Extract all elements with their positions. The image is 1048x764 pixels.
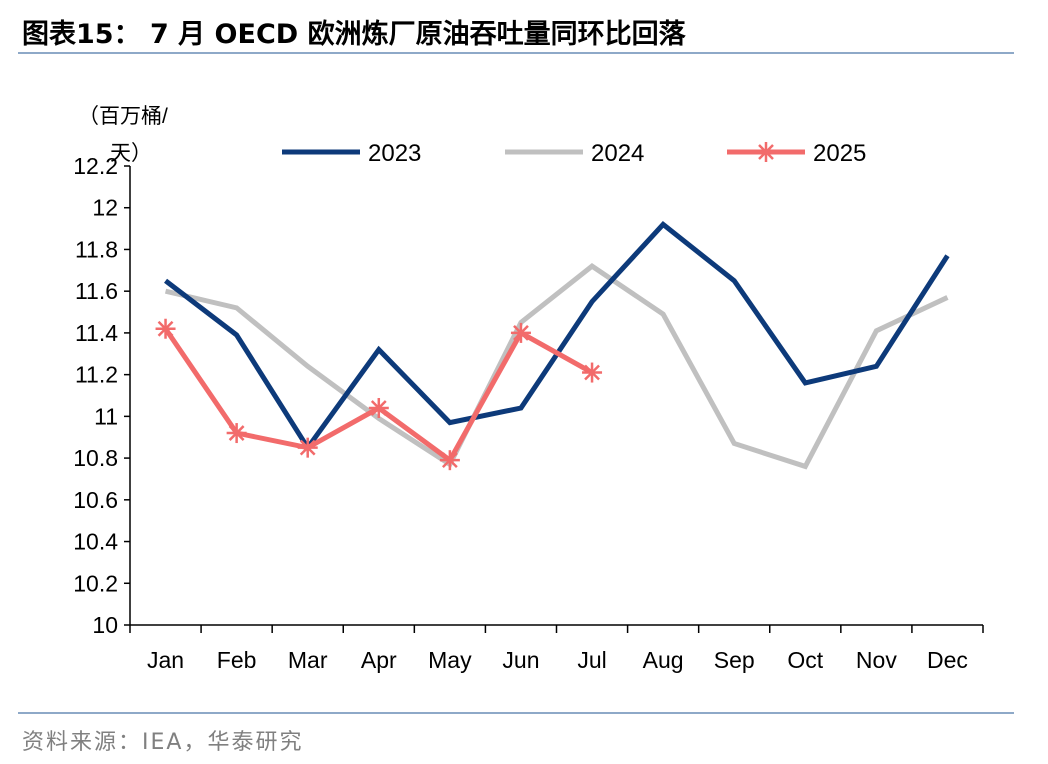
asterisk-stroke bbox=[758, 144, 774, 160]
asterisk-stroke bbox=[370, 400, 387, 416]
x-tick-label: Sep bbox=[714, 647, 755, 673]
x-tick-label: Jul bbox=[577, 647, 606, 673]
asterisk-stroke bbox=[157, 320, 174, 337]
y-tick-label: 12.2 bbox=[73, 153, 118, 179]
y-tick-label: 10.2 bbox=[73, 570, 118, 596]
title-divider bbox=[18, 52, 1014, 54]
asterisk-marker bbox=[439, 450, 460, 471]
x-tick-label: Feb bbox=[217, 647, 257, 673]
y-tick-label: 11.8 bbox=[75, 236, 118, 262]
asterisk-marker bbox=[297, 437, 318, 458]
asterisk-marker bbox=[510, 322, 531, 343]
legend-label: 2024 bbox=[591, 140, 644, 167]
y-tick-label: 10.8 bbox=[73, 445, 118, 471]
legend-item-2025: 2025 bbox=[727, 140, 866, 167]
source-note: 资料来源：IEA，华泰研究 bbox=[22, 730, 304, 755]
series-line-2024 bbox=[164, 263, 949, 470]
asterisk-marker bbox=[155, 318, 176, 339]
axes: 10 10.2 10.4 10.6 10.8 11 11.2 11.4 11.6 11.8 12 12… bbox=[73, 153, 984, 673]
x-tick-label: Mar bbox=[288, 647, 328, 673]
asterisk-marker bbox=[226, 423, 247, 444]
y-tick-label: 12 bbox=[92, 195, 118, 221]
x-tick-label: Dec bbox=[927, 647, 968, 673]
x-tick-label: Jun bbox=[502, 647, 539, 673]
asterisk-stroke bbox=[584, 364, 600, 381]
legend-label: 2025 bbox=[813, 140, 866, 167]
x-tick-label: Aug bbox=[643, 647, 684, 673]
series-layer bbox=[155, 221, 950, 471]
x-tick-label: Nov bbox=[856, 647, 897, 673]
y-tick-label: 11.2 bbox=[75, 362, 118, 388]
y-tick-label: 11.4 bbox=[75, 320, 118, 346]
y-tick-label: 11 bbox=[94, 403, 118, 429]
asterisk-stroke bbox=[441, 452, 458, 469]
asterisk-marker bbox=[582, 362, 603, 383]
chart-title: 图表15： 7 月 OECD 欧洲炼厂原油吞吐量同环比回落 bbox=[22, 19, 686, 50]
line-chart: 10 10.2 10.4 10.6 10.8 11 11.2 11.4 11.6 11.8 12 12… bbox=[73, 105, 984, 673]
asterisk-stroke bbox=[228, 425, 245, 441]
asterisk-marker bbox=[368, 398, 389, 419]
y-tick-label: 10.4 bbox=[73, 529, 118, 555]
x-tick-label: May bbox=[428, 647, 472, 673]
legend: 2023 2024 2025 bbox=[282, 140, 866, 167]
footer-divider bbox=[18, 712, 1014, 714]
legend-item-2023: 2023 bbox=[282, 140, 421, 167]
asterisk-marker bbox=[756, 142, 776, 162]
y-tick-label: 11.6 bbox=[75, 278, 118, 304]
x-tick-label: Oct bbox=[787, 647, 823, 673]
x-tick-label: Apr bbox=[361, 647, 397, 673]
legend-label: 2023 bbox=[368, 140, 421, 167]
asterisk-stroke bbox=[299, 439, 316, 456]
legend-item-2024: 2024 bbox=[505, 140, 644, 167]
y-tick-label: 10 bbox=[92, 612, 118, 638]
y-tick-label: 10.6 bbox=[73, 487, 118, 513]
asterisk-stroke bbox=[513, 325, 529, 341]
x-tick-label: Jan bbox=[147, 647, 184, 673]
y-unit-label-line2: 天） bbox=[110, 142, 152, 165]
y-unit-label-line1: （百万桶/ bbox=[78, 105, 168, 128]
